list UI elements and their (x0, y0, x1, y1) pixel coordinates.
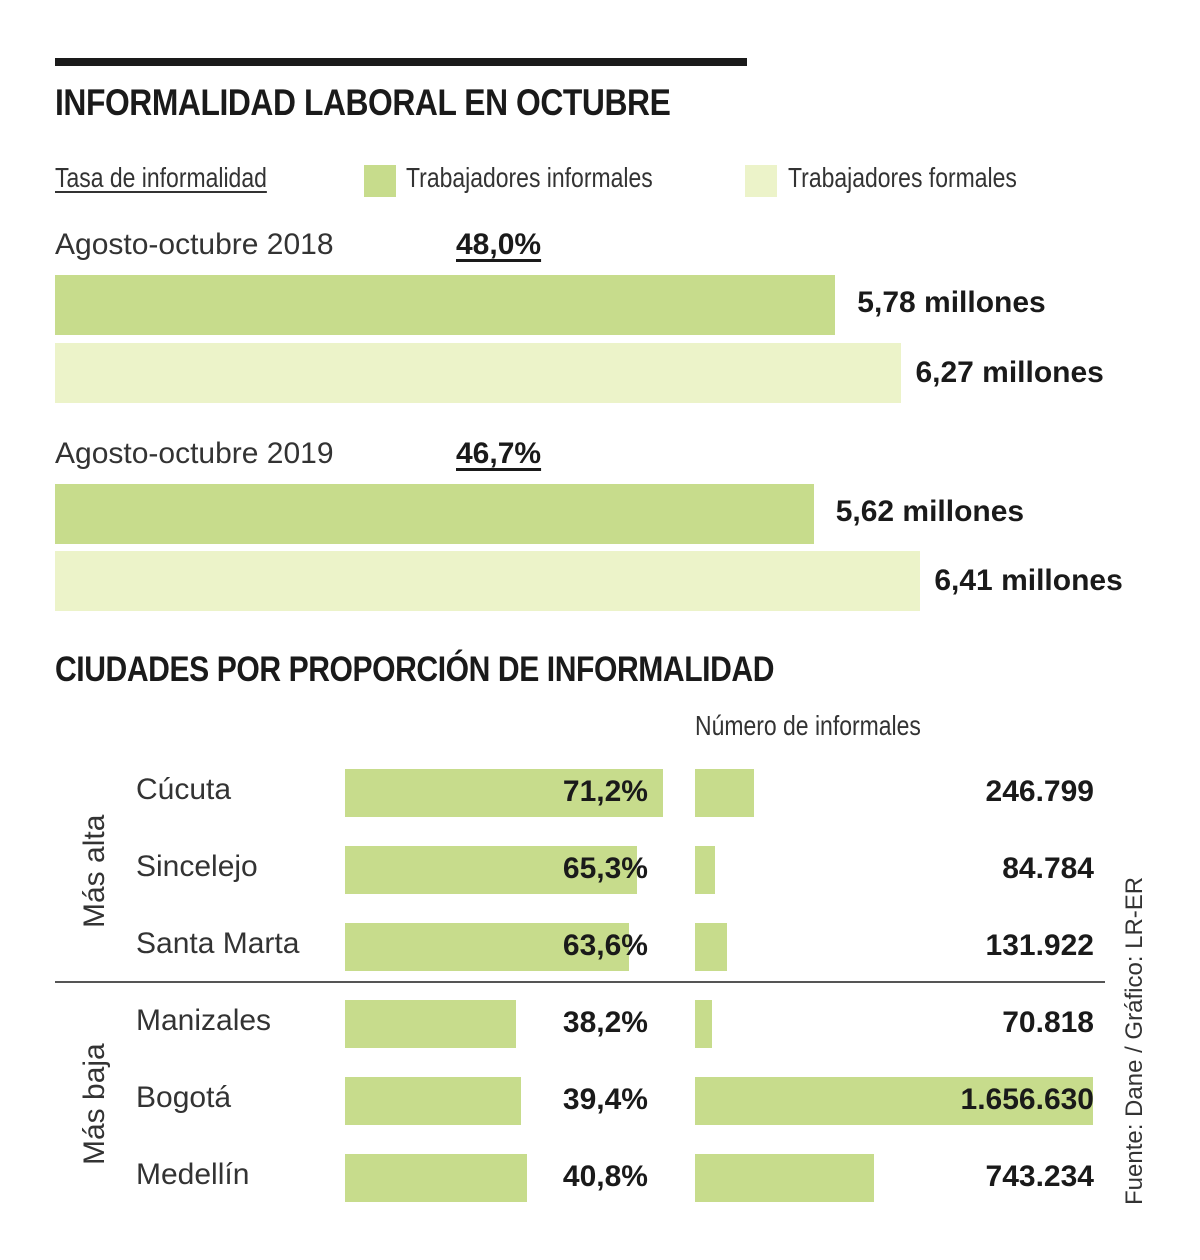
bar-formal-2018-value: 6,27 millones (915, 356, 1104, 389)
count-value-cucuta: 246.799 (985, 775, 1094, 808)
pct-bar-santa-marta (345, 923, 630, 971)
period-label-2019: Agosto-octubre 2019 (55, 437, 334, 470)
group-label-high: Más alta (78, 814, 111, 928)
legend-rate-label: Tasa de informalidad (55, 162, 267, 193)
legend-formal-swatch (745, 165, 777, 197)
count-header: Número de informales (695, 710, 921, 741)
legend-informal-label: Trabajadores informales (406, 162, 653, 193)
legend-formal-label: Trabajadores formales (788, 162, 1017, 193)
city-name-manizales: Manizales (136, 1004, 272, 1037)
pct-value-medellin: 40,8% (562, 1160, 648, 1193)
count-bar-medellin (695, 1154, 874, 1202)
city-name-santa-marta: Santa Marta (136, 927, 300, 960)
pct-bar-bogota (345, 1077, 522, 1125)
pct-value-cucuta: 71,2% (562, 775, 648, 808)
bar-formal-2019 (55, 551, 921, 611)
top-rule (55, 58, 747, 66)
bar-informal-2018 (55, 275, 836, 335)
group-divider (55, 981, 1105, 983)
pct-bar-cucuta (345, 769, 664, 817)
bar-informal-2019-value: 5,62 millones (835, 495, 1025, 528)
bar-informal-2018-value: 5,78 millones (857, 286, 1046, 319)
count-value-manizales: 70.818 (1002, 1006, 1094, 1039)
source-note: Fuente: Dane / Gráfico: LR-ER (1121, 876, 1148, 1205)
count-bar-cucuta (695, 769, 755, 817)
bar-formal-2019-value: 6,41 millones (934, 564, 1123, 597)
pct-value-bogota: 39,4% (562, 1083, 648, 1116)
count-bar-manizales (695, 1000, 712, 1048)
count-value-santa-marta: 131.922 (985, 929, 1094, 962)
legend-informal-swatch (364, 165, 396, 197)
city-name-cucuta: Cúcuta (136, 773, 232, 806)
pct-value-manizales: 38,2% (562, 1006, 648, 1039)
pct-value-santa-marta: 63,6% (562, 929, 648, 962)
count-bar-santa-marta (695, 923, 727, 971)
count-bar-sincelejo (695, 846, 716, 894)
chart-title: INFORMALIDAD LABORAL EN OCTUBRE (55, 82, 671, 123)
city-name-medellin: Medellín (136, 1158, 250, 1191)
pct-bar-sincelejo (345, 846, 637, 894)
city-name-sincelejo: Sincelejo (136, 850, 258, 883)
bar-informal-2019 (55, 484, 814, 544)
pct-bar-medellin (345, 1154, 528, 1202)
count-value-sincelejo: 84.784 (1002, 852, 1094, 885)
period-rate-2018: 48,0% (456, 228, 542, 261)
city-name-bogota: Bogotá (136, 1081, 232, 1114)
pct-bar-manizales (345, 1000, 516, 1048)
cities-title: CIUDADES POR PROPORCIÓN DE INFORMALIDAD (55, 650, 775, 689)
period-label-2018: Agosto-octubre 2018 (55, 228, 334, 261)
count-bar-bogota (695, 1077, 1093, 1125)
pct-value-sincelejo: 65,3% (562, 852, 648, 885)
count-value-medellin: 743.234 (985, 1160, 1094, 1193)
count-value-bogota: 1.656.630 (960, 1083, 1094, 1116)
bar-formal-2018 (55, 343, 902, 403)
group-label-low: Más baja (78, 1043, 111, 1165)
period-rate-2019: 46,7% (456, 437, 542, 470)
